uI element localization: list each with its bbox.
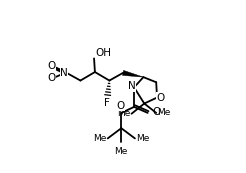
Text: O: O xyxy=(48,61,56,71)
Text: OH: OH xyxy=(95,48,111,58)
Polygon shape xyxy=(123,70,143,77)
Text: O: O xyxy=(116,101,124,111)
Text: Me: Me xyxy=(117,109,131,118)
Text: Me: Me xyxy=(93,134,107,143)
Text: O: O xyxy=(48,73,56,83)
Text: O: O xyxy=(157,93,165,103)
Text: O: O xyxy=(152,107,160,117)
Text: F: F xyxy=(104,98,110,108)
Text: Me: Me xyxy=(157,108,170,117)
Text: Me: Me xyxy=(115,147,128,156)
Text: N: N xyxy=(61,67,68,78)
Text: N: N xyxy=(128,81,136,91)
Text: Me: Me xyxy=(136,134,149,143)
